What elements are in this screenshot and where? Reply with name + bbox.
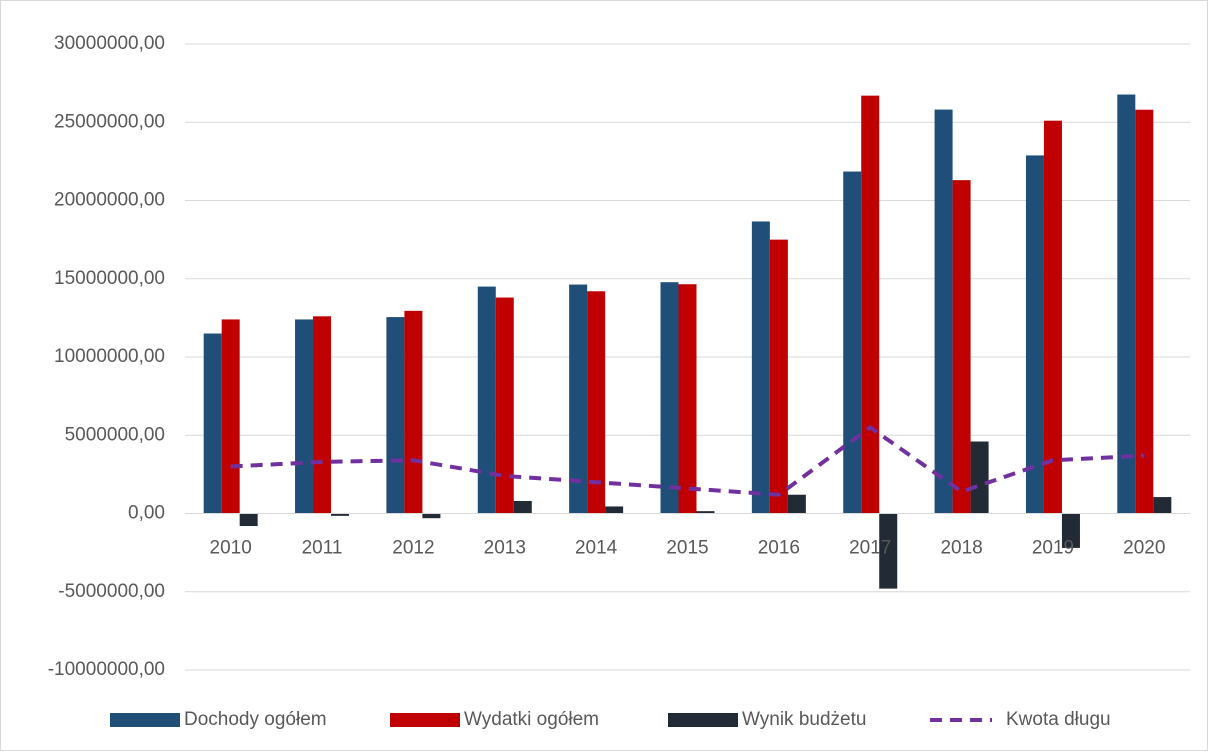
x-tick-label: 2017 [849,538,891,559]
y-tick-label: 5000000,00 [65,424,165,445]
bar [696,511,715,514]
bar [861,95,880,514]
bar [1043,120,1062,514]
bar [331,513,350,516]
y-tick-label: -10000000,00 [48,659,165,680]
bar [751,221,770,514]
bar [386,317,405,514]
y-tick-label: 0,00 [128,503,165,524]
bar [1135,109,1154,514]
legend-swatch [390,713,460,727]
x-tick-label: 2016 [758,538,800,559]
bar [787,494,806,514]
bar [605,506,624,514]
x-tick-label: 2018 [940,538,982,559]
bar [239,513,258,527]
bar [934,109,953,514]
bar [495,297,514,514]
legend-swatch [668,713,738,727]
legend-label: Wynik budżetu [742,709,866,730]
bar [970,441,989,514]
y-tick-label: 10000000,00 [54,346,165,367]
bar [221,319,240,514]
y-tick-label: 20000000,00 [54,190,165,211]
bar [569,284,588,514]
x-tick-label: 2013 [484,538,526,559]
y-tick-label: 30000000,00 [54,33,165,54]
bar [404,310,423,514]
bar [477,286,496,514]
bar [678,284,697,514]
x-tick-label: 2012 [392,538,434,559]
x-tick-label: 2014 [575,538,618,559]
legend-label: Kwota długu [1006,709,1111,730]
y-tick-label: 15000000,00 [54,268,165,289]
x-tick-label: 2011 [302,538,343,559]
bar [295,319,314,514]
bar [952,180,971,514]
x-tick-label: 2019 [1032,538,1074,559]
legend-label: Wydatki ogółem [464,709,599,730]
x-tick-label: 2020 [1123,538,1165,559]
bar [513,500,532,514]
bar [660,282,679,514]
y-tick-label: -5000000,00 [58,581,165,602]
x-tick-label: 2015 [666,538,708,559]
legend-swatch [110,713,180,727]
y-tick-label: 25000000,00 [54,111,165,132]
bar [1061,513,1080,548]
line [230,424,1145,497]
bar [843,171,862,514]
bar [203,333,222,514]
bar [1025,155,1044,514]
bar [879,513,898,589]
bar [313,316,332,514]
bar [422,513,441,519]
bar [1153,497,1172,514]
legend-label: Dochody ogółem [184,709,327,730]
x-tick-label: 2010 [210,538,252,559]
bar [587,291,606,514]
bar [1117,94,1136,514]
bar [769,239,788,514]
